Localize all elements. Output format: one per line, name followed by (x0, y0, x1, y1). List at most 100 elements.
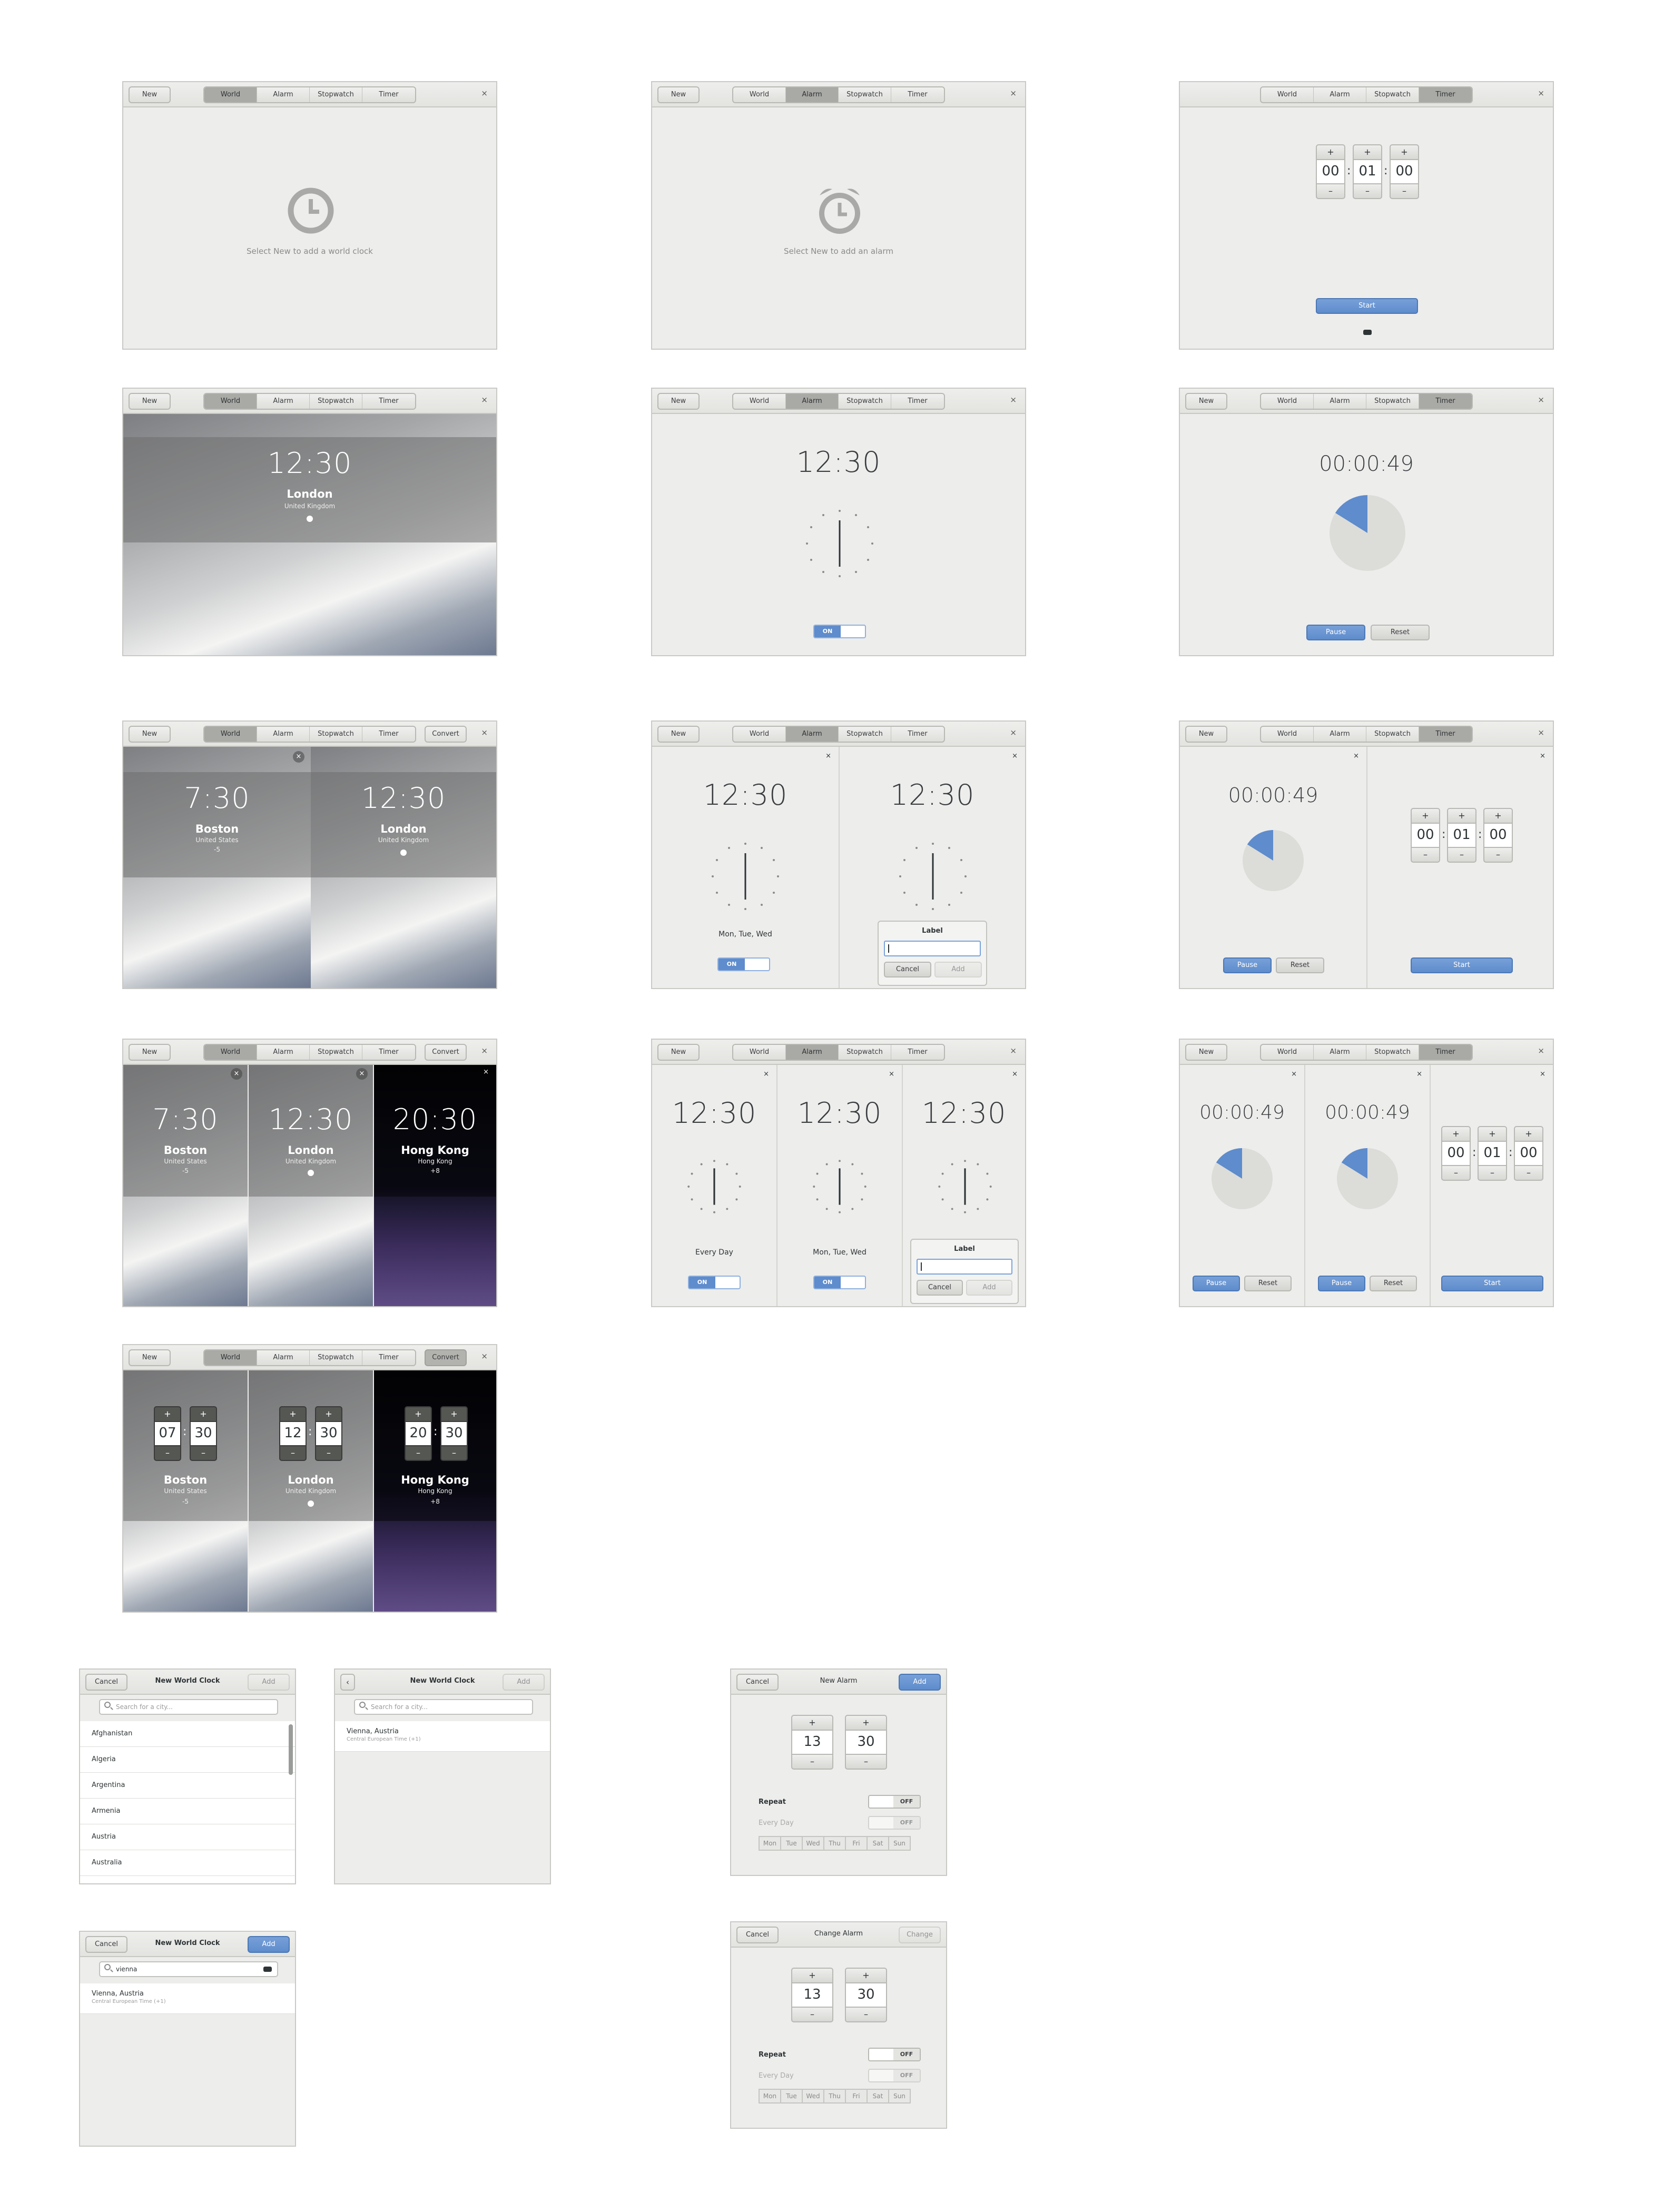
tab-alarm[interactable]: Alarm (1314, 87, 1366, 102)
cancel-button[interactable]: Cancel (884, 962, 931, 977)
decrement-button[interactable]: – (405, 1445, 432, 1461)
convert-button[interactable]: Convert (425, 1044, 467, 1061)
decrement-button[interactable]: – (1441, 1165, 1471, 1181)
new-button[interactable]: New (129, 393, 171, 410)
minutes-value[interactable]: 01 (1353, 160, 1382, 183)
hour-value[interactable]: 13 (791, 1983, 833, 2007)
backspace-icon[interactable] (1363, 330, 1372, 335)
add-button[interactable]: Add (248, 1674, 290, 1691)
remove-city-icon[interactable]: × (231, 1068, 242, 1080)
list-item[interactable]: Austria (80, 1824, 295, 1850)
close-icon[interactable]: × (1010, 88, 1017, 98)
seconds-value[interactable]: 00 (1483, 824, 1513, 847)
minute-value[interactable]: 30 (845, 1983, 887, 2007)
tab-alarm[interactable]: Alarm (1314, 1045, 1366, 1060)
tab-alarm[interactable]: Alarm (257, 1045, 310, 1060)
increment-button[interactable]: + (405, 1406, 432, 1422)
repeat-toggle[interactable]: OFF (868, 1795, 921, 1809)
tab-world[interactable]: World (1261, 727, 1314, 742)
tab-alarm[interactable]: Alarm (786, 87, 839, 102)
label-input[interactable] (884, 941, 981, 956)
new-button[interactable]: New (1185, 1044, 1227, 1061)
tab-stopwatch[interactable]: Stopwatch (1366, 394, 1419, 409)
cancel-button[interactable]: Cancel (736, 1674, 779, 1691)
close-icon[interactable]: × (1538, 395, 1544, 404)
day-toggle-fri[interactable]: Fri (845, 2089, 868, 2104)
decrement-button[interactable]: – (1411, 847, 1440, 863)
alarm-toggle[interactable]: ON (688, 1276, 741, 1289)
search-input[interactable]: vienna (99, 1961, 278, 1977)
day-toggle-thu[interactable]: Thu (823, 2089, 846, 2104)
close-icon[interactable]: × (481, 1351, 488, 1361)
decrement-button[interactable]: – (1316, 183, 1345, 199)
city-card-boston[interactable]: 7:30 Boston United States -5 (123, 1065, 248, 1197)
start-button[interactable]: Start (1411, 957, 1513, 973)
close-icon[interactable]: × (481, 88, 488, 98)
tab-world[interactable]: World (733, 87, 786, 102)
tab-alarm[interactable]: Alarm (257, 394, 310, 409)
decrement-button[interactable]: – (315, 1445, 342, 1461)
list-item[interactable]: Vienna, Austria Central European Time (+… (80, 1983, 295, 2014)
close-icon[interactable]: × (1291, 1070, 1297, 1078)
pause-button[interactable]: Pause (1306, 625, 1365, 640)
tab-timer[interactable]: Timer (1419, 394, 1472, 409)
decrement-button[interactable]: – (1447, 847, 1476, 863)
close-icon[interactable]: × (825, 752, 831, 760)
decrement-button[interactable]: – (1478, 1165, 1507, 1181)
seconds-value[interactable]: 00 (1390, 160, 1419, 183)
decrement-button[interactable]: – (845, 1754, 887, 1770)
tab-world[interactable]: World (204, 1350, 257, 1365)
close-icon[interactable]: × (1538, 88, 1544, 98)
increment-button[interactable]: + (1316, 144, 1345, 160)
tab-timer[interactable]: Timer (379, 730, 399, 738)
alarm-toggle[interactable]: ON (813, 1276, 866, 1289)
reset-button[interactable]: Reset (1370, 1276, 1417, 1291)
tab-stopwatch[interactable]: Stopwatch (1366, 727, 1419, 742)
city-card-london[interactable]: 12:30 London United Kingdom (249, 1065, 373, 1197)
tab-world[interactable]: World (204, 1045, 257, 1060)
tab-stopwatch[interactable]: Stopwatch (310, 1350, 362, 1365)
close-icon[interactable]: × (763, 1070, 769, 1078)
remove-city-icon[interactable]: × (356, 1068, 368, 1080)
add-button[interactable]: Add (966, 1280, 1012, 1296)
add-button[interactable]: Add (899, 1674, 941, 1691)
minutes-value[interactable]: 01 (1447, 824, 1476, 847)
add-button[interactable]: Add (934, 962, 982, 977)
alarm-toggle[interactable]: ON (813, 625, 866, 638)
tab-alarm[interactable]: Alarm (786, 1045, 839, 1060)
repeat-toggle[interactable]: OFF (868, 2048, 921, 2061)
tab-world[interactable]: World (204, 87, 257, 102)
day-toggle-sun[interactable]: Sun (888, 1836, 911, 1851)
tab-stopwatch[interactable]: Stopwatch (1366, 1045, 1419, 1060)
remove-city-icon[interactable]: × (293, 751, 304, 763)
close-icon[interactable]: × (1540, 752, 1545, 760)
new-button[interactable]: New (657, 393, 700, 410)
add-button[interactable]: Add (248, 1936, 290, 1953)
tab-timer[interactable]: Timer (379, 1354, 399, 1361)
tab-alarm[interactable]: Alarm (257, 87, 310, 102)
cancel-button[interactable]: Cancel (736, 1927, 779, 1943)
decrement-button[interactable]: – (1390, 183, 1419, 199)
city-card-hongkong[interactable]: 20:30 Hong Kong Hong Kong +8 (374, 1065, 496, 1197)
convert-button[interactable]: Convert (425, 1349, 467, 1366)
tab-timer[interactable]: Timer (908, 1048, 928, 1056)
tab-stopwatch[interactable]: Stopwatch (310, 87, 362, 102)
minute-value[interactable]: 30 (190, 1422, 217, 1445)
close-icon[interactable]: × (1540, 1070, 1545, 1078)
close-icon[interactable]: × (481, 728, 488, 737)
close-icon[interactable]: × (1416, 1070, 1422, 1078)
day-toggle-tue[interactable]: Tue (780, 2089, 803, 2104)
increment-button[interactable]: + (1514, 1126, 1543, 1142)
day-toggle-sat[interactable]: Sat (867, 1836, 889, 1851)
tab-world[interactable]: World (1261, 87, 1314, 102)
tab-timer[interactable]: Timer (1419, 87, 1472, 102)
every-day-toggle[interactable]: OFF (868, 2069, 921, 2082)
tab-stopwatch[interactable]: Stopwatch (839, 87, 891, 102)
tab-alarm[interactable]: Alarm (786, 394, 839, 409)
list-item[interactable]: Argentina (80, 1773, 295, 1799)
list-item[interactable]: Australia (80, 1850, 295, 1876)
change-button[interactable]: Change (899, 1927, 941, 1943)
new-button[interactable]: New (1185, 393, 1227, 410)
new-button[interactable]: New (129, 86, 171, 103)
tab-world[interactable]: World (204, 394, 257, 409)
